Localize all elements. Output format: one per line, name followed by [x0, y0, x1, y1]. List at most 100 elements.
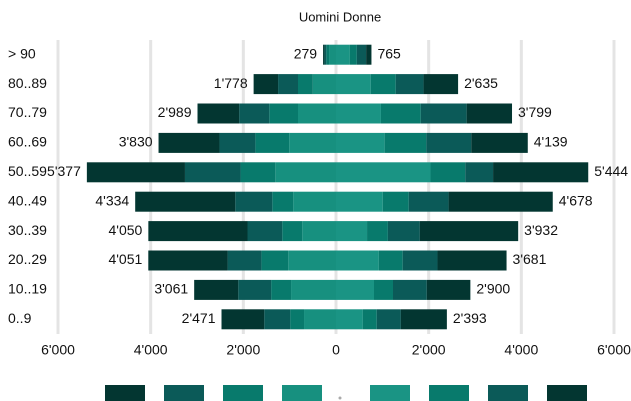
legend-swatch [429, 385, 469, 401]
bar-segment [304, 309, 336, 330]
female-total-label: 3'681 [513, 251, 547, 267]
bar-segment [336, 279, 374, 300]
bar-segment [437, 250, 507, 271]
legend-swatch [547, 385, 587, 401]
legend-swatch [488, 385, 528, 401]
male-total-label: 4'334 [95, 192, 129, 208]
male-total-label: 4'051 [108, 251, 142, 267]
bar-segment [264, 309, 291, 330]
bar-segment [288, 250, 336, 271]
bar-segment [336, 191, 383, 212]
y-tick-label: 20..29 [8, 251, 47, 267]
bar-segment [380, 103, 421, 124]
bar-segment [356, 44, 367, 65]
bar-segment [312, 74, 336, 95]
bar-segment [240, 162, 276, 183]
bar-segment [253, 74, 279, 95]
bar-segment [493, 162, 589, 183]
legend-swatch [105, 385, 145, 401]
bar-segment [426, 132, 472, 153]
bar-segment [275, 162, 336, 183]
bar-segment [278, 74, 299, 95]
bar-segment [197, 103, 240, 124]
male-total-label: 3'830 [119, 134, 153, 150]
bar-segment [227, 250, 262, 271]
bar-segment [289, 132, 336, 153]
bar-segment [290, 309, 305, 330]
legend-swatch [223, 385, 263, 401]
bar-segment [370, 74, 396, 95]
y-tick-label: > 90 [8, 45, 36, 61]
female-total-label: 3'932 [524, 222, 558, 238]
bar-segment [408, 191, 449, 212]
bar-segment [367, 221, 388, 242]
bar-segment [466, 103, 513, 124]
x-tick-label: 4'000 [134, 342, 168, 358]
bar-segment [448, 191, 553, 212]
bar-segment [400, 309, 447, 330]
male-total-label: 2'471 [182, 310, 216, 326]
legend-swatch [370, 385, 410, 401]
male-total-label: 4'050 [109, 222, 143, 238]
bar-segment [239, 103, 270, 124]
male-total-label: 279 [294, 45, 318, 61]
bar-segment [282, 221, 303, 242]
female-total-label: 2'900 [476, 281, 510, 297]
bar-segment [419, 221, 519, 242]
bar-segment [373, 279, 393, 300]
bar-segment [420, 103, 467, 124]
legend-swatch [164, 385, 204, 401]
bar-segment [269, 103, 299, 124]
bar-segment [184, 162, 241, 183]
female-total-label: 4'678 [559, 192, 593, 208]
bar-segment [366, 44, 372, 65]
y-tick-label: 10..19 [8, 281, 47, 297]
bar-segment [336, 44, 350, 65]
bar-segment [336, 103, 381, 124]
female-total-label: 4'139 [534, 134, 568, 150]
legend-dot [338, 396, 342, 400]
y-tick-label: 60..69 [8, 134, 47, 150]
bar-segment [261, 250, 289, 271]
male-total-label: 5'377 [47, 163, 81, 179]
bar-segment [392, 279, 427, 300]
bar-segment [465, 162, 494, 183]
bar-segment [395, 74, 424, 95]
bar-segment [148, 250, 228, 271]
bar-segment [336, 309, 363, 330]
y-tick-label: 40..49 [8, 192, 47, 208]
female-total-label: 5'444 [594, 163, 628, 179]
bar-segment [293, 191, 336, 212]
bar-segment [235, 191, 273, 212]
bar-segment [336, 250, 379, 271]
bar-segment [219, 132, 256, 153]
male-total-label: 1'778 [214, 75, 248, 91]
x-tick-label: 2'000 [226, 342, 260, 358]
bar-segment [349, 44, 357, 65]
x-tick-label: 0 [332, 342, 340, 358]
bar-segment [471, 132, 528, 153]
bar-segment [194, 279, 239, 300]
male-total-label: 3'061 [154, 281, 188, 297]
bar-segment [291, 279, 336, 300]
bar-segment [86, 162, 185, 183]
female-total-label: 2'635 [464, 75, 498, 91]
bar-segment [221, 309, 265, 330]
bar-segment [402, 250, 438, 271]
x-tick-label: 4'000 [504, 342, 538, 358]
bar-segment [272, 191, 294, 212]
bar-segment [148, 221, 248, 242]
bar-segment [298, 103, 336, 124]
y-tick-label: 50..59 [8, 163, 47, 179]
chart-title: Uomini Donne [299, 9, 381, 24]
bar-segment [302, 221, 336, 242]
y-tick-label: 30..39 [8, 222, 47, 238]
female-total-label: 2'393 [453, 310, 487, 326]
bar-segment [247, 221, 283, 242]
bar-segment [271, 279, 292, 300]
legend-swatch [282, 385, 322, 401]
bar-segment [158, 132, 220, 153]
bar-segment [255, 132, 290, 153]
y-tick-label: 70..79 [8, 104, 47, 120]
